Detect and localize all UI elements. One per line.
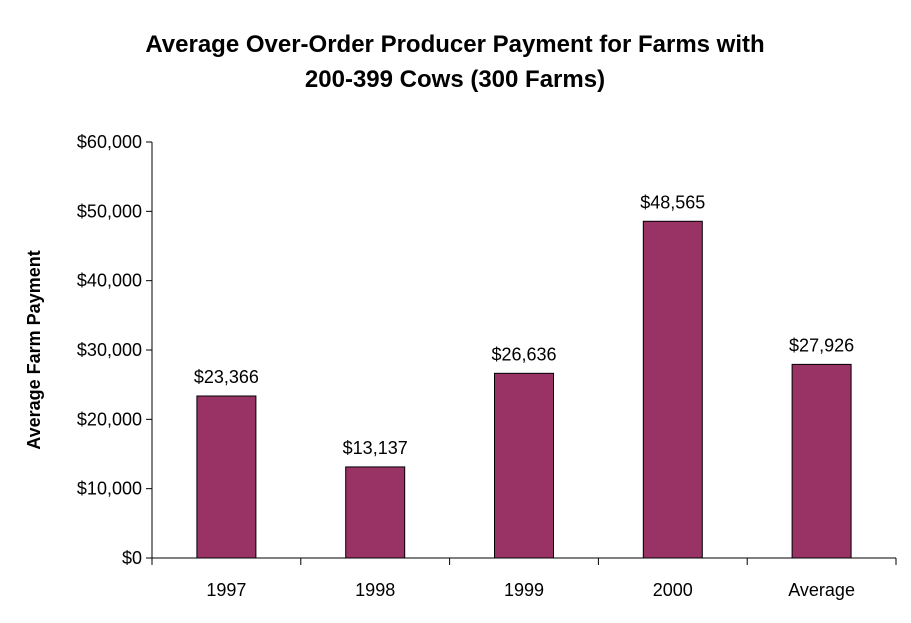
data-label-2000: $48,565 xyxy=(640,192,705,212)
y-tick-label: $50,000 xyxy=(77,201,142,221)
data-label-average: $27,926 xyxy=(789,335,854,355)
x-tick-label-2000: 2000 xyxy=(653,580,693,600)
y-tick-label: $60,000 xyxy=(77,132,142,152)
y-tick-label: $10,000 xyxy=(77,479,142,499)
plot-area: $0 $10,000 $20,000 $30,000 $40,000 $50,000 $60… xyxy=(77,132,897,600)
y-axis-title: Average Farm Payment xyxy=(24,250,44,449)
x-tick-label-1997: 1997 xyxy=(206,580,246,600)
y-tick-label: $30,000 xyxy=(77,340,142,360)
x-tick-label-1998: 1998 xyxy=(355,580,395,600)
x-tick-label-average: Average xyxy=(788,580,855,600)
bar-1999 xyxy=(494,372,554,559)
data-label-1997: $23,366 xyxy=(194,367,259,387)
data-label-1999: $26,636 xyxy=(491,344,556,364)
bar-1998 xyxy=(345,466,406,559)
y-tick-label: $0 xyxy=(122,548,142,568)
chart-title-line-1: Average Over-Order Producer Payment for … xyxy=(145,31,764,58)
bar-1997 xyxy=(196,395,257,559)
y-tick-label: $20,000 xyxy=(77,409,142,429)
chart-title-line-2: 200-399 Cows (300 Farms) xyxy=(305,66,605,93)
y-tick-label: $40,000 xyxy=(77,271,142,291)
bar-average xyxy=(791,363,852,559)
bar-2000 xyxy=(642,220,703,559)
data-label-1998: $13,137 xyxy=(343,438,408,458)
x-tick-label-1999: 1999 xyxy=(504,580,544,600)
